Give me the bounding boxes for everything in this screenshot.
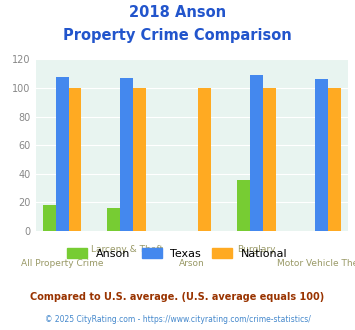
- Text: Arson: Arson: [179, 259, 204, 268]
- Bar: [237, 180, 250, 231]
- Bar: [69, 88, 82, 231]
- Bar: [328, 88, 341, 231]
- Bar: [263, 88, 276, 231]
- Bar: [198, 88, 211, 231]
- Text: © 2025 CityRating.com - https://www.cityrating.com/crime-statistics/: © 2025 CityRating.com - https://www.city…: [45, 315, 310, 324]
- Text: 2018 Anson: 2018 Anson: [129, 5, 226, 20]
- Bar: [108, 208, 120, 231]
- Bar: [133, 88, 146, 231]
- Bar: [315, 80, 328, 231]
- Text: All Property Crime: All Property Crime: [21, 259, 103, 268]
- Text: Property Crime Comparison: Property Crime Comparison: [63, 28, 292, 43]
- Text: Compared to U.S. average. (U.S. average equals 100): Compared to U.S. average. (U.S. average …: [31, 292, 324, 302]
- Text: Burglary: Burglary: [237, 245, 276, 254]
- Bar: [250, 75, 263, 231]
- Text: Motor Vehicle Theft: Motor Vehicle Theft: [277, 259, 355, 268]
- Legend: Anson, Texas, National: Anson, Texas, National: [63, 244, 292, 263]
- Bar: [55, 77, 69, 231]
- Bar: [43, 205, 55, 231]
- Text: Larceny & Theft: Larceny & Theft: [91, 245, 163, 254]
- Bar: [120, 78, 133, 231]
